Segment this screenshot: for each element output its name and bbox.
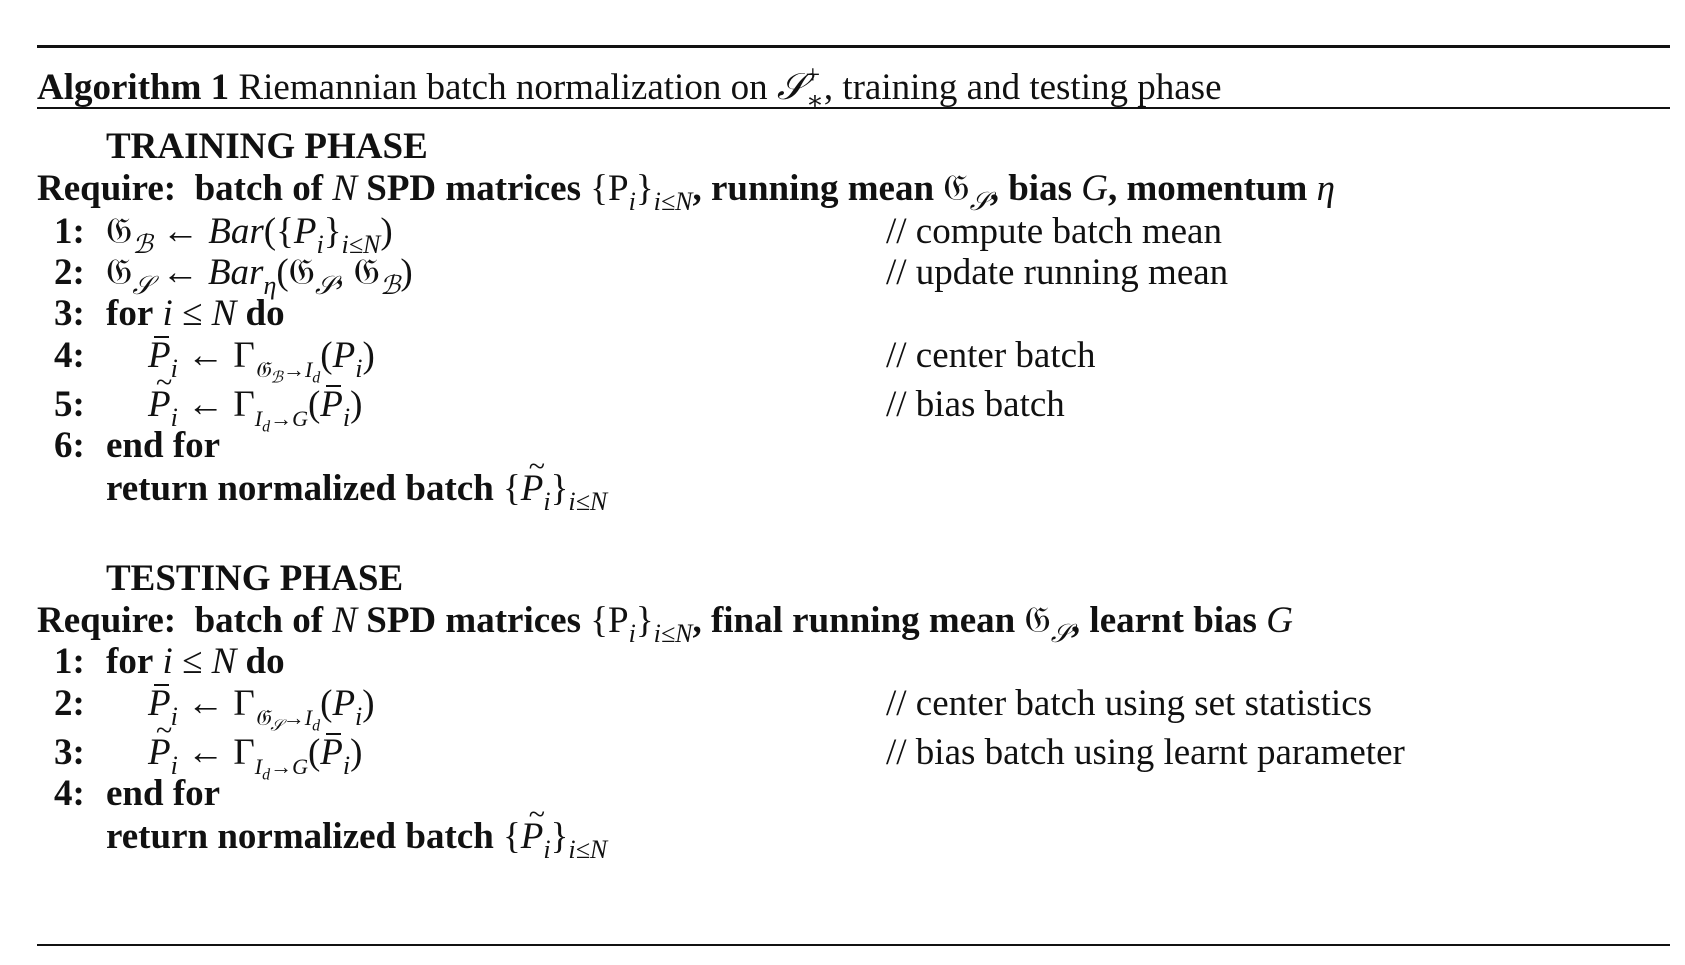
end-for-keyword: end for [106,425,221,466]
require-label: Require: [37,600,177,641]
caption-text: Riemannian batch normalization on [238,67,768,108]
require-label: Require: [37,168,177,209]
return-label: return normalized batch [106,816,494,857]
do-keyword: do [245,293,285,334]
for-keyword: for [106,641,154,682]
step-comment: // center batch using set statistics [886,683,1373,724]
bottom-rule [37,944,1670,946]
top-rule [37,45,1670,48]
return-label: return normalized batch [106,468,494,509]
end-for-keyword: end for [106,773,221,814]
step-comment: // bias batch using learnt parameter [886,732,1405,773]
step-comment: // compute batch mean [886,211,1222,252]
step-comment: // update running mean [886,252,1229,293]
do-keyword: do [245,641,285,682]
set-symbol: 𝒮 [776,67,806,108]
testing-heading: TESTING PHASE [106,558,404,599]
step-comment: // bias batch [886,384,1065,425]
for-keyword: for [106,293,154,334]
algorithm-label: Algorithm 1 [37,67,230,108]
step-comment: // center batch [886,335,1096,376]
caption-suffix: , training and testing phase [823,67,1222,108]
caption-rule [37,107,1670,109]
training-heading: TRAINING PHASE [106,126,428,167]
